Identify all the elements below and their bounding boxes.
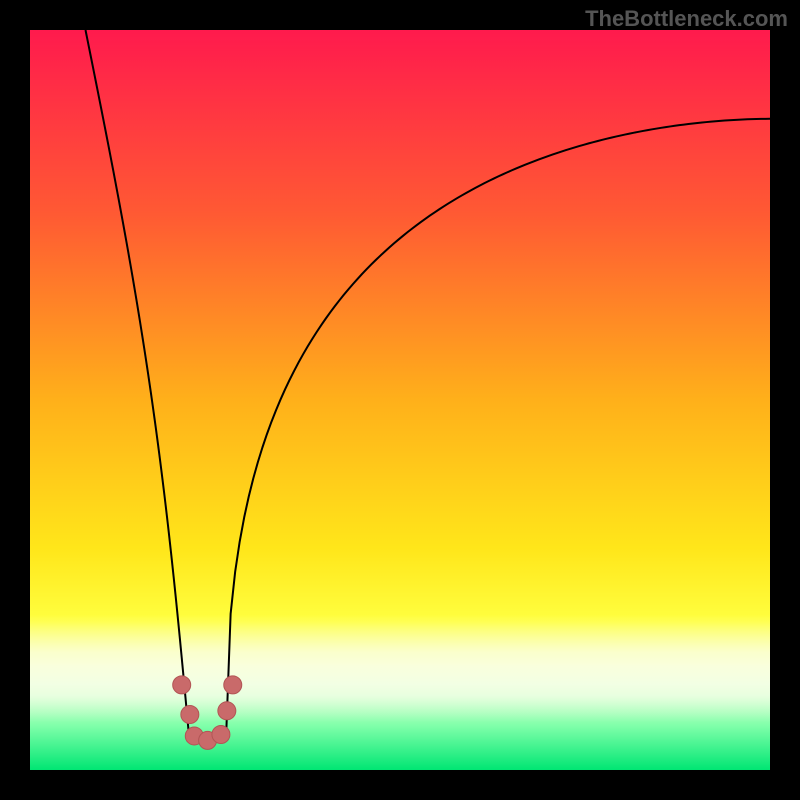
data-marker [173,676,191,694]
data-marker [212,725,230,743]
pale-band [30,615,770,722]
data-marker [224,676,242,694]
chart-frame: TheBottleneck.com [0,0,800,800]
bottleneck-chart [0,0,800,800]
data-marker [181,706,199,724]
data-marker [218,702,236,720]
